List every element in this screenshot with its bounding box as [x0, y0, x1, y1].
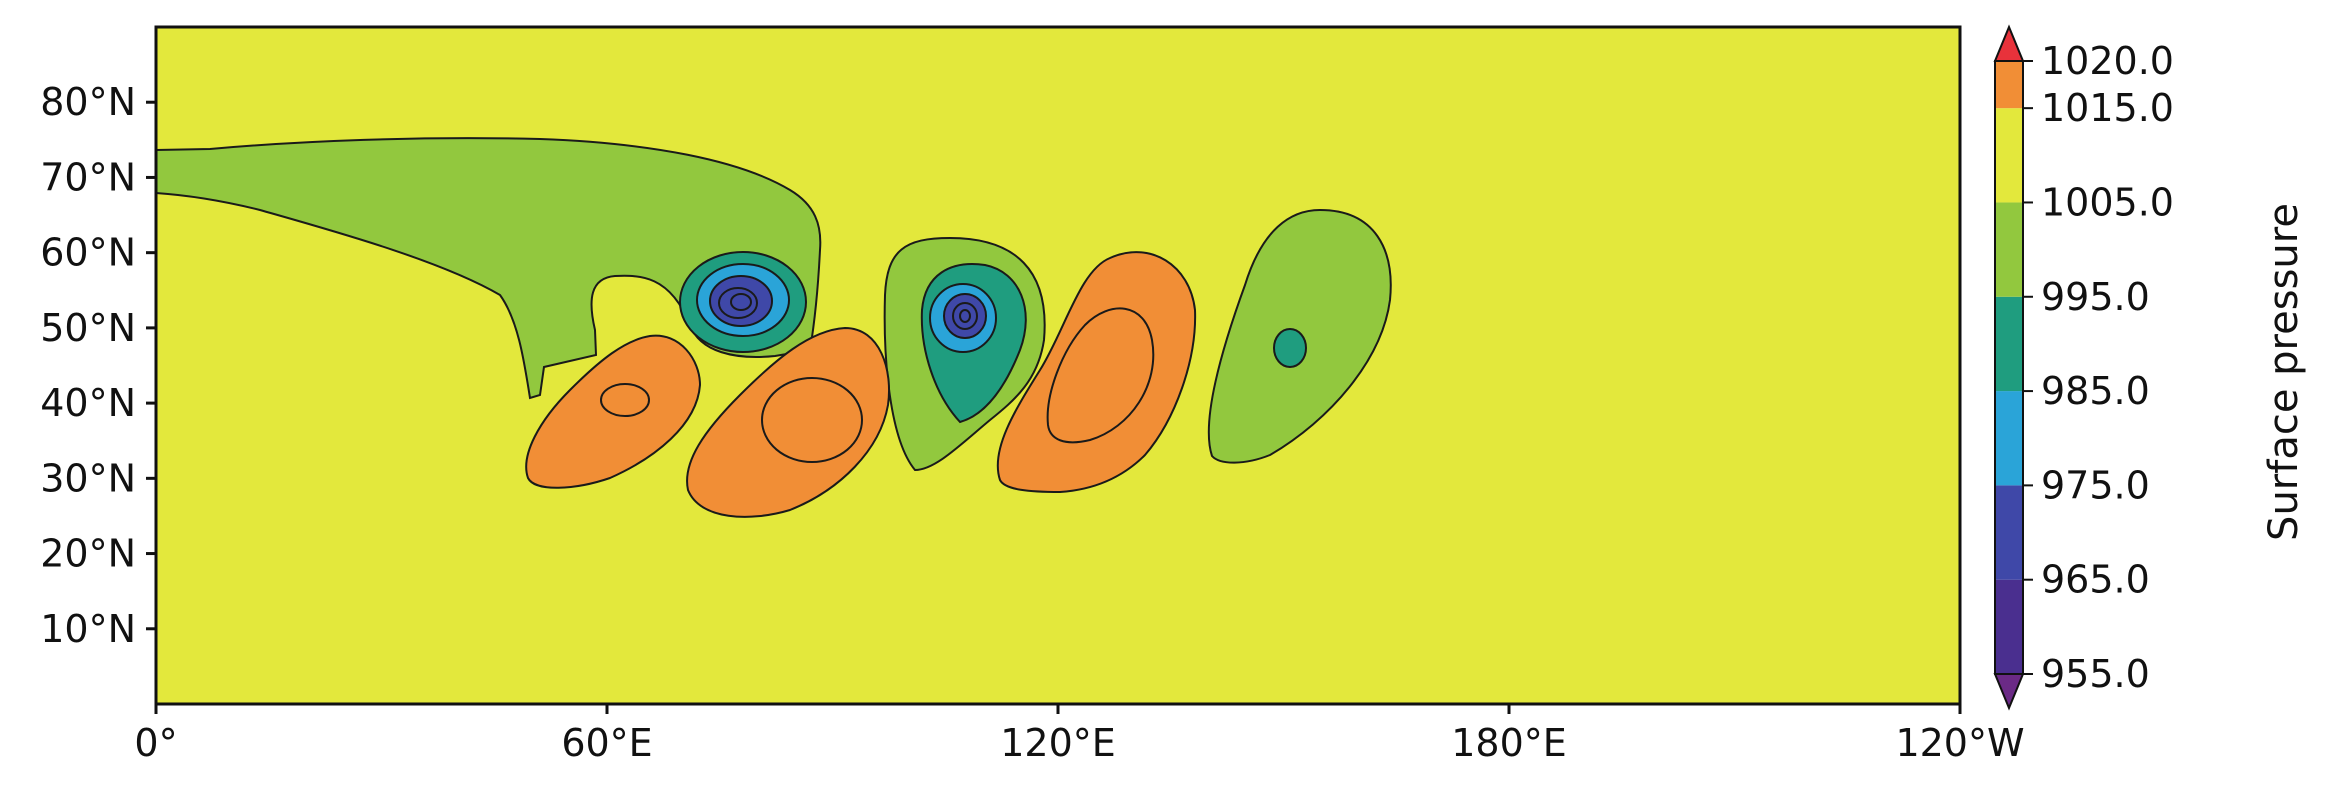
x-axis: 0° 60°E 120°E 180°E 120°W — [134, 704, 2025, 765]
x-tick-label: 120°W — [1895, 721, 2024, 765]
colorbar-under-triangle — [1993, 673, 2025, 711]
colorbar-segment — [1995, 579, 2023, 674]
high-cell-3-inner-band — [1046, 307, 1155, 444]
colorbar-tick-label: 965.0 — [2041, 558, 2150, 602]
high-cell-1 — [525, 334, 702, 489]
high-cell-2-inner-band — [761, 377, 863, 463]
y-tick-label: 20°N — [40, 532, 136, 576]
colorbar-tick-label: 1015.0 — [2041, 86, 2174, 130]
colorbar-tick-label: 1005.0 — [2041, 180, 2174, 224]
colorbar-segment — [1995, 202, 2023, 297]
cyclone-3-band-995 — [1273, 328, 1307, 368]
colorbar-tick-label: 1020.0 — [2041, 39, 2174, 83]
colorbar-over-triangle — [1993, 24, 2025, 62]
colorbar-tick-label: 955.0 — [2041, 652, 2150, 696]
y-tick-label: 80°N — [40, 80, 136, 124]
colorbar-segment — [1995, 391, 2023, 486]
colorbar-frame — [1994, 60, 2024, 675]
cyclone-2 — [883, 236, 1046, 472]
y-tick-label: 60°N — [40, 231, 136, 275]
x-tick-label: 180°E — [1451, 721, 1567, 765]
contour-ring — [959, 309, 971, 323]
y-tick-label: 50°N — [40, 306, 136, 350]
colorbar-tick-label: 975.0 — [2041, 463, 2150, 507]
colorbar-tick-label: 985.0 — [2041, 369, 2150, 413]
y-tick-label: 10°N — [40, 607, 136, 651]
high-cell-1-inner-band — [600, 383, 650, 417]
x-tick-label: 0° — [134, 721, 177, 765]
y-tick-label: 70°N — [40, 155, 136, 199]
high-cell-2 — [686, 326, 890, 518]
y-axis: 10°N 20°N 30°N 40°N 50°N 60°N 70°N 80°N — [40, 80, 156, 651]
contour-ring — [730, 293, 752, 311]
colorbar-segment — [1995, 108, 2023, 203]
x-tick-label: 60°E — [561, 721, 652, 765]
y-tick-label: 30°N — [40, 456, 136, 500]
colorbar-tick-label: 995.0 — [2041, 275, 2150, 319]
x-tick-label: 120°E — [1000, 721, 1116, 765]
colorbar: 955.0 965.0 975.0 985.0 995.0 1005.0 1015.0102… — [1993, 24, 2174, 711]
colorbar-segment — [1995, 61, 2023, 109]
high-cell-3 — [996, 251, 1197, 494]
cyclone-3 — [1207, 208, 1392, 464]
colorbar-segment — [1995, 485, 2023, 580]
colorbar-label: Surface pressure — [2261, 203, 2307, 541]
map-plot-area — [156, 27, 1960, 704]
colorbar-segment — [1995, 296, 2023, 392]
y-tick-label: 40°N — [40, 381, 136, 425]
